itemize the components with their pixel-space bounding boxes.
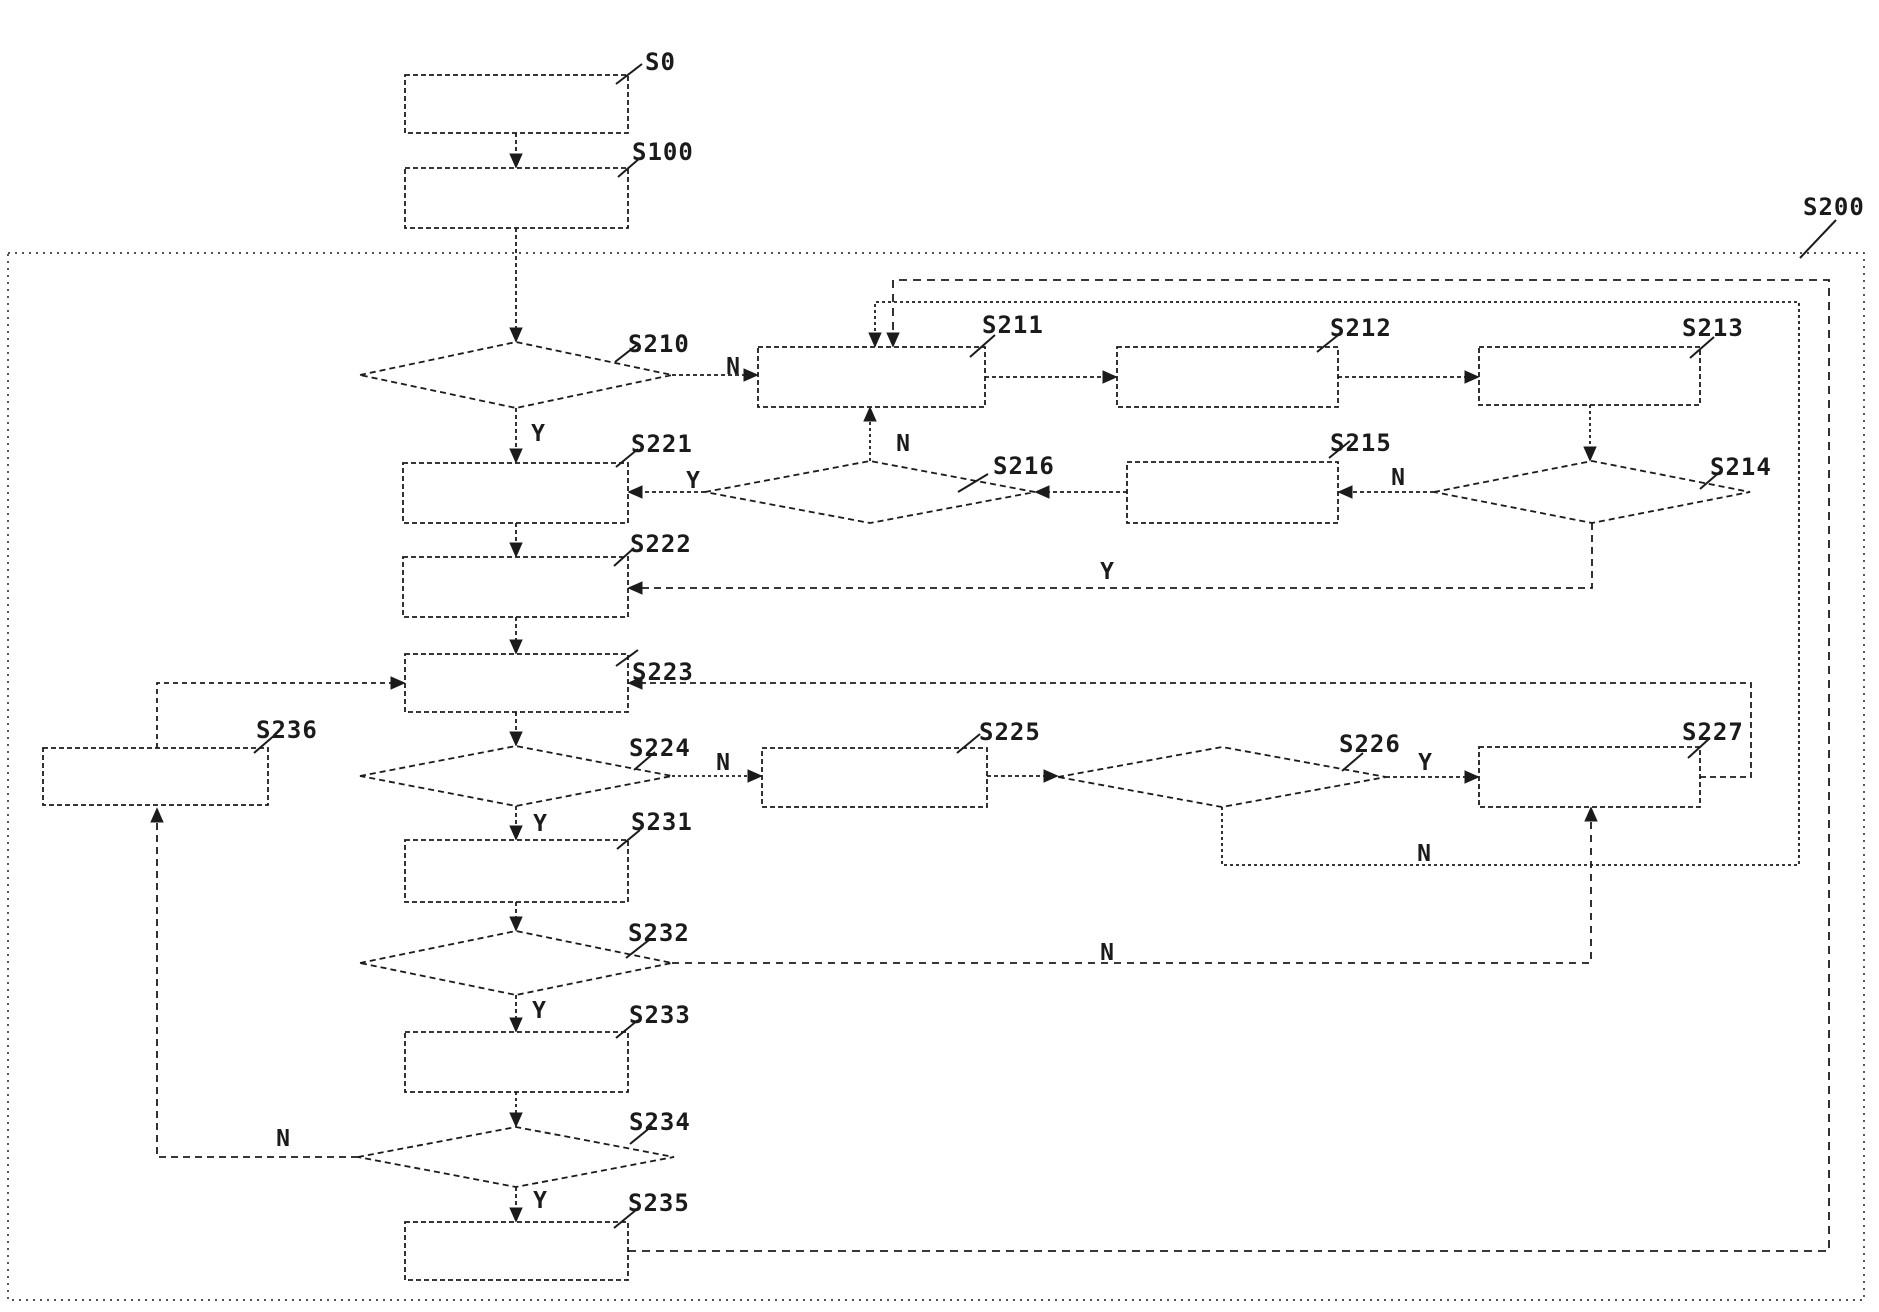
flow-node-S225 — [761, 747, 988, 808]
flow-node-S216 — [704, 460, 1036, 524]
branch-label-S216-S211-N: N — [896, 431, 910, 457]
flow-node-label-S236: S236 — [256, 716, 318, 744]
leader-tick-S223 — [615, 649, 639, 667]
flow-edge-S235-S211 — [628, 279, 1830, 1252]
flow-node-label-S212: S212 — [1330, 314, 1392, 342]
flow-node-label-S211: S211 — [982, 311, 1044, 339]
leader-tick-S213 — [1689, 336, 1715, 359]
flow-node-label-S227: S227 — [1682, 718, 1744, 746]
flow-node-label-S235: S235 — [628, 1189, 690, 1217]
flow-edge-S226-S211 — [868, 301, 1800, 866]
flow-node-label-S222: S222 — [630, 530, 692, 558]
flow-node-S222 — [402, 556, 629, 618]
flow-node-label-S221: S221 — [631, 430, 693, 458]
flow-node-S210 — [359, 341, 673, 409]
branch-label-S210-S211-N: N — [726, 354, 740, 380]
leader-tick-S231 — [616, 829, 641, 850]
branch-label-S216-S221-Y: Y — [686, 468, 700, 494]
flow-node-S223 — [404, 653, 629, 713]
flow-node-S235 — [404, 1221, 629, 1281]
flow-node-S232 — [359, 930, 673, 996]
flow-node-S221 — [402, 462, 629, 524]
leader-tick-S222 — [613, 547, 635, 567]
flow-node-label-S231: S231 — [631, 808, 693, 836]
flow-node-label-S214: S214 — [1710, 453, 1772, 481]
flow-node-S212 — [1116, 346, 1339, 408]
branch-label-S226-S211-N: N — [1417, 841, 1431, 867]
flow-node-label-S223: S223 — [632, 658, 694, 686]
flow-node-S227 — [1478, 746, 1701, 808]
flow-node-S233 — [404, 1031, 629, 1093]
flow-node-label-S226: S226 — [1339, 730, 1401, 758]
branch-label-S232-S233-Y: Y — [532, 998, 546, 1024]
leader-tick-S233 — [615, 1019, 639, 1039]
leader-tick-S212 — [1316, 331, 1343, 353]
branch-label-S210-S221-Y: Y — [531, 421, 545, 447]
leader-tick-S100 — [617, 157, 641, 178]
branch-label-S224-S225-N: N — [716, 750, 730, 776]
branch-label-S234-S236-N: N — [276, 1126, 290, 1152]
flow-node-S211 — [757, 346, 986, 408]
leader-tick-S211 — [969, 334, 996, 358]
flow-edge-S232-S227 — [672, 806, 1598, 964]
branch-label-S232-S227-N: N — [1100, 940, 1114, 966]
flow-node-label-S232: S232 — [628, 919, 690, 947]
branch-label-S234-S235-Y: Y — [533, 1188, 547, 1214]
flow-node-S100 — [404, 167, 629, 229]
branch-label-S226-S227-Y: Y — [1418, 750, 1432, 776]
flow-node-S224 — [359, 745, 673, 807]
flow-edge-S214-S222 — [627, 523, 1593, 595]
flow-node-S234 — [357, 1126, 675, 1188]
flow-node-label-S225: S225 — [979, 718, 1041, 746]
leader-tick-S224 — [633, 751, 656, 771]
leader-tick-S226 — [1341, 752, 1364, 772]
flow-node-label-S210: S210 — [628, 330, 690, 358]
flow-node-S0 — [404, 74, 629, 134]
flow-node-S214 — [1433, 460, 1751, 524]
flow-node-S226 — [1057, 746, 1387, 808]
leader-tick-S234 — [629, 1125, 653, 1145]
branch-label-S214-S215-N: N — [1391, 465, 1405, 491]
leader-tick-S235 — [613, 1209, 637, 1229]
leader-tick-S215 — [1328, 440, 1351, 459]
leader-tick-S210 — [614, 343, 639, 363]
leader-tick-S216 — [957, 473, 989, 493]
flow-node-label-S213: S213 — [1682, 314, 1744, 342]
flow-node-S236 — [42, 747, 269, 806]
leader-tick-S232 — [625, 939, 650, 959]
leader-tick-S0 — [615, 63, 643, 85]
flow-edge-S236-S223 — [156, 676, 406, 748]
flow-node-S213 — [1478, 346, 1701, 406]
flow-node-label-S224: S224 — [629, 734, 691, 762]
flow-node-label-S0: S0 — [645, 48, 676, 76]
flow-node-S231 — [404, 839, 629, 903]
flow-edge-S234-S236 — [150, 807, 358, 1158]
branch-label-S214-S222-Y: Y — [1100, 559, 1114, 585]
leader-tick-S221 — [615, 448, 639, 468]
flow-node-label-S216: S216 — [993, 452, 1055, 480]
leader-tick-S214 — [1699, 469, 1723, 490]
branch-label-S224-S231-Y: Y — [533, 811, 547, 837]
flow-node-label-S215: S215 — [1330, 429, 1392, 457]
leader-tick-S227 — [1687, 737, 1711, 759]
leader-tick-S225 — [956, 733, 981, 754]
flow-edge-S227-S223 — [627, 676, 1752, 778]
leader-tick-S236 — [253, 733, 277, 754]
flow-node-S215 — [1126, 461, 1339, 524]
boundary-label-S200: S200 — [1803, 193, 1865, 221]
leader-tick-S200 — [1799, 219, 1837, 259]
flow-node-label-S100: S100 — [632, 138, 694, 166]
flow-node-label-S234: S234 — [629, 1108, 691, 1136]
flow-node-label-S233: S233 — [629, 1001, 691, 1029]
boundary-S200 — [7, 252, 1865, 1301]
